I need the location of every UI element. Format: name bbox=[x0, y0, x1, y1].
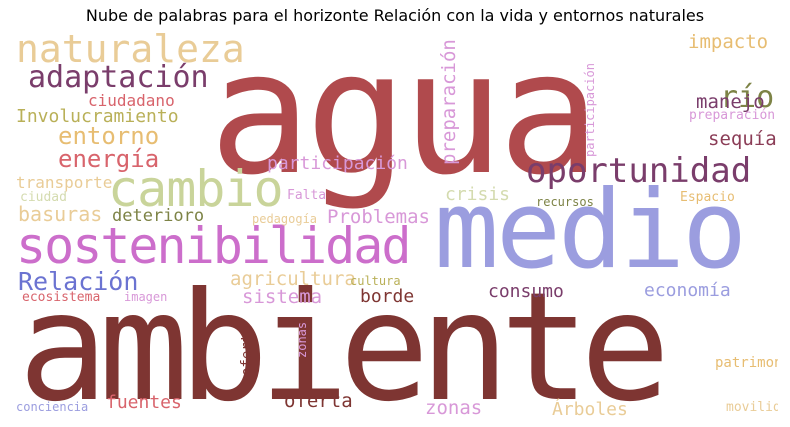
word-recursos: Problemas bbox=[327, 206, 430, 228]
word-preparacion-text: preparación bbox=[438, 39, 460, 165]
word-conexion: zonas bbox=[425, 397, 483, 419]
word-consumo: borde bbox=[360, 286, 415, 307]
word-arboles: patrimonio bbox=[715, 355, 778, 371]
word-agua: agua bbox=[209, 29, 600, 213]
word-naturaleza: naturaleza bbox=[16, 29, 245, 71]
word-participacion-text: participación bbox=[583, 63, 597, 157]
word-oferta-text: oferta bbox=[239, 325, 255, 376]
word-sistema: pedagogía bbox=[252, 212, 318, 226]
word-problemas: deterioro bbox=[112, 206, 205, 226]
word-borde: agricultura bbox=[230, 268, 356, 290]
word-ecourbanismo: Árboles bbox=[552, 399, 628, 420]
word-adaptacion: adaptación bbox=[28, 60, 209, 95]
word-involucramiento: Involucramiento bbox=[16, 106, 179, 127]
word-movilidad: conciencia bbox=[16, 400, 89, 414]
word-procesos: oferta bbox=[284, 390, 353, 412]
word-cloud: agua ambiente medio sostenibilidad cambi… bbox=[12, 29, 778, 421]
word-falta: basuras bbox=[18, 202, 103, 226]
word-basuras: transporte bbox=[16, 173, 113, 192]
word-espacio: crisis bbox=[445, 184, 511, 205]
word-pedagogia: recursos bbox=[536, 195, 594, 209]
word-salud: movilidad bbox=[726, 400, 778, 415]
word-manejo: manejo bbox=[696, 91, 765, 113]
word-zonas-text: zonas bbox=[295, 321, 309, 358]
word-economia: cultura bbox=[350, 274, 401, 288]
word-sostenibilidad: sostenibilidad bbox=[16, 217, 411, 275]
word-imagen: economía bbox=[644, 280, 731, 301]
word-oportunidad: oportunidad bbox=[526, 151, 752, 191]
word-cultura: sistema bbox=[242, 286, 323, 308]
word-fuentes: imagen bbox=[124, 290, 168, 304]
word-entorno: entorno bbox=[58, 122, 160, 150]
word-energia: energía bbox=[58, 145, 160, 173]
chart-title: Nube de palabras para el horizonte Relac… bbox=[85, 6, 705, 25]
word-medio: medio bbox=[434, 168, 747, 293]
word-conciencia: ecosistema bbox=[22, 290, 101, 305]
word-crisis: Falta bbox=[287, 188, 327, 203]
word-relacion: Relación bbox=[18, 267, 139, 296]
word-ecosistema: consumo bbox=[488, 281, 564, 302]
word-sequia: sequía bbox=[708, 128, 777, 150]
word-agricultura: Espacio bbox=[680, 190, 735, 205]
word-rio: río bbox=[720, 80, 775, 115]
word-ciudad: participación bbox=[267, 153, 408, 174]
word-ciudadano: ciudadano bbox=[88, 91, 175, 110]
word-cloud-vertical: preparación preparación preparación part… bbox=[12, 29, 778, 421]
word-cambio: cambio bbox=[108, 160, 284, 218]
word-ambiente: ambiente bbox=[18, 261, 670, 421]
word-transporte: preparación bbox=[689, 108, 776, 123]
word-impacto: impacto bbox=[688, 31, 769, 53]
word-patrimonio: fuentes bbox=[106, 392, 182, 413]
word-deterioro: ciudad bbox=[20, 190, 67, 205]
